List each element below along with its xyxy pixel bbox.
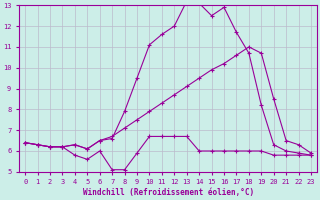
X-axis label: Windchill (Refroidissement éolien,°C): Windchill (Refroidissement éolien,°C) xyxy=(83,188,254,197)
